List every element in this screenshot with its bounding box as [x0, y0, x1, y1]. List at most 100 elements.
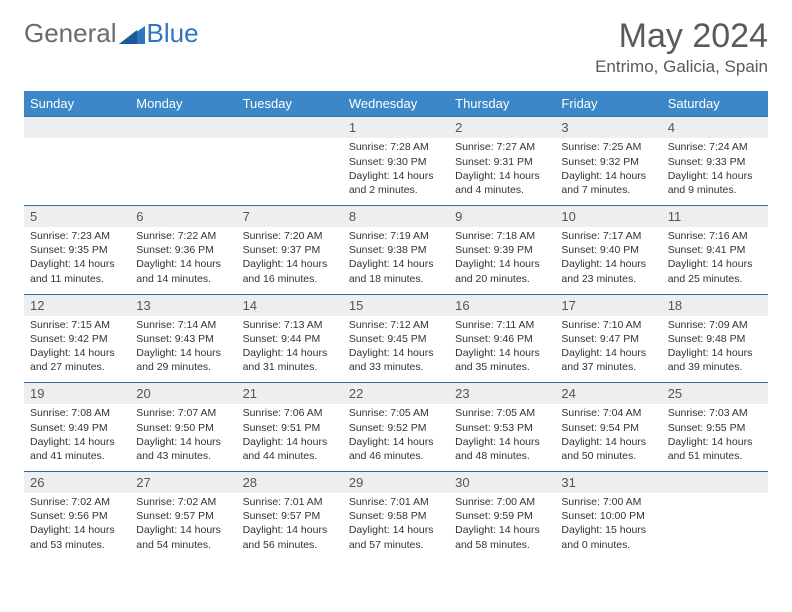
day-text: Sunrise: 7:14 AMSunset: 9:43 PMDaylight:…	[130, 316, 236, 383]
day-number: 3	[555, 117, 661, 138]
day-number: 1	[343, 117, 449, 138]
day-text: Sunrise: 7:13 AMSunset: 9:44 PMDaylight:…	[237, 316, 343, 383]
day-number: 2	[449, 117, 555, 138]
dayname: Friday	[555, 91, 661, 117]
day-cell	[130, 117, 236, 206]
day-cell: 18Sunrise: 7:09 AMSunset: 9:48 PMDayligh…	[662, 294, 768, 383]
day-text: Sunrise: 7:10 AMSunset: 9:47 PMDaylight:…	[555, 316, 661, 383]
day-number: 15	[343, 295, 449, 316]
week-row: 1Sunrise: 7:28 AMSunset: 9:30 PMDaylight…	[24, 117, 768, 206]
day-text: Sunrise: 7:00 AMSunset: 10:00 PMDaylight…	[555, 493, 661, 560]
day-text: Sunrise: 7:19 AMSunset: 9:38 PMDaylight:…	[343, 227, 449, 294]
dayname: Wednesday	[343, 91, 449, 117]
day-cell: 26Sunrise: 7:02 AMSunset: 9:56 PMDayligh…	[24, 472, 130, 560]
day-number: 28	[237, 472, 343, 493]
day-text: Sunrise: 7:06 AMSunset: 9:51 PMDaylight:…	[237, 404, 343, 471]
week-row: 19Sunrise: 7:08 AMSunset: 9:49 PMDayligh…	[24, 383, 768, 472]
day-cell: 23Sunrise: 7:05 AMSunset: 9:53 PMDayligh…	[449, 383, 555, 472]
day-number: 25	[662, 383, 768, 404]
day-text	[237, 138, 343, 191]
dayname: Monday	[130, 91, 236, 117]
day-number: 14	[237, 295, 343, 316]
day-number	[662, 472, 768, 493]
day-number: 5	[24, 206, 130, 227]
day-cell: 3Sunrise: 7:25 AMSunset: 9:32 PMDaylight…	[555, 117, 661, 206]
day-cell: 14Sunrise: 7:13 AMSunset: 9:44 PMDayligh…	[237, 294, 343, 383]
day-number: 21	[237, 383, 343, 404]
day-text: Sunrise: 7:18 AMSunset: 9:39 PMDaylight:…	[449, 227, 555, 294]
day-cell: 21Sunrise: 7:06 AMSunset: 9:51 PMDayligh…	[237, 383, 343, 472]
day-cell: 12Sunrise: 7:15 AMSunset: 9:42 PMDayligh…	[24, 294, 130, 383]
day-text: Sunrise: 7:05 AMSunset: 9:53 PMDaylight:…	[449, 404, 555, 471]
day-cell: 27Sunrise: 7:02 AMSunset: 9:57 PMDayligh…	[130, 472, 236, 560]
day-cell: 11Sunrise: 7:16 AMSunset: 9:41 PMDayligh…	[662, 206, 768, 295]
day-text: Sunrise: 7:00 AMSunset: 9:59 PMDaylight:…	[449, 493, 555, 560]
day-text: Sunrise: 7:08 AMSunset: 9:49 PMDaylight:…	[24, 404, 130, 471]
dayname: Saturday	[662, 91, 768, 117]
day-number: 22	[343, 383, 449, 404]
month-title: May 2024	[595, 18, 768, 55]
week-row: 12Sunrise: 7:15 AMSunset: 9:42 PMDayligh…	[24, 294, 768, 383]
day-text	[662, 493, 768, 546]
day-cell: 10Sunrise: 7:17 AMSunset: 9:40 PMDayligh…	[555, 206, 661, 295]
day-text: Sunrise: 7:12 AMSunset: 9:45 PMDaylight:…	[343, 316, 449, 383]
day-number	[130, 117, 236, 138]
day-text: Sunrise: 7:02 AMSunset: 9:57 PMDaylight:…	[130, 493, 236, 560]
day-cell: 30Sunrise: 7:00 AMSunset: 9:59 PMDayligh…	[449, 472, 555, 560]
day-cell: 25Sunrise: 7:03 AMSunset: 9:55 PMDayligh…	[662, 383, 768, 472]
day-number: 30	[449, 472, 555, 493]
day-text: Sunrise: 7:11 AMSunset: 9:46 PMDaylight:…	[449, 316, 555, 383]
day-text: Sunrise: 7:01 AMSunset: 9:58 PMDaylight:…	[343, 493, 449, 560]
day-number: 4	[662, 117, 768, 138]
day-text: Sunrise: 7:28 AMSunset: 9:30 PMDaylight:…	[343, 138, 449, 205]
day-cell: 13Sunrise: 7:14 AMSunset: 9:43 PMDayligh…	[130, 294, 236, 383]
calendar-header-row: Sunday Monday Tuesday Wednesday Thursday…	[24, 91, 768, 117]
day-number: 26	[24, 472, 130, 493]
day-text: Sunrise: 7:05 AMSunset: 9:52 PMDaylight:…	[343, 404, 449, 471]
day-text: Sunrise: 7:27 AMSunset: 9:31 PMDaylight:…	[449, 138, 555, 205]
day-number: 17	[555, 295, 661, 316]
day-cell: 5Sunrise: 7:23 AMSunset: 9:35 PMDaylight…	[24, 206, 130, 295]
day-cell	[237, 117, 343, 206]
calendar-page: General Blue May 2024 Entrimo, Galicia, …	[0, 0, 792, 578]
day-number: 31	[555, 472, 661, 493]
day-number	[237, 117, 343, 138]
day-cell: 9Sunrise: 7:18 AMSunset: 9:39 PMDaylight…	[449, 206, 555, 295]
day-number: 11	[662, 206, 768, 227]
day-text: Sunrise: 7:24 AMSunset: 9:33 PMDaylight:…	[662, 138, 768, 205]
day-text: Sunrise: 7:09 AMSunset: 9:48 PMDaylight:…	[662, 316, 768, 383]
day-number: 19	[24, 383, 130, 404]
logo-triangle-icon	[119, 24, 145, 44]
day-number: 23	[449, 383, 555, 404]
day-number: 24	[555, 383, 661, 404]
day-cell: 2Sunrise: 7:27 AMSunset: 9:31 PMDaylight…	[449, 117, 555, 206]
day-cell: 22Sunrise: 7:05 AMSunset: 9:52 PMDayligh…	[343, 383, 449, 472]
day-cell: 1Sunrise: 7:28 AMSunset: 9:30 PMDaylight…	[343, 117, 449, 206]
day-cell: 8Sunrise: 7:19 AMSunset: 9:38 PMDaylight…	[343, 206, 449, 295]
week-row: 26Sunrise: 7:02 AMSunset: 9:56 PMDayligh…	[24, 472, 768, 560]
logo-word-1: General	[24, 18, 117, 48]
day-text: Sunrise: 7:02 AMSunset: 9:56 PMDaylight:…	[24, 493, 130, 560]
day-number	[24, 117, 130, 138]
day-number: 16	[449, 295, 555, 316]
day-cell: 28Sunrise: 7:01 AMSunset: 9:57 PMDayligh…	[237, 472, 343, 560]
day-cell: 4Sunrise: 7:24 AMSunset: 9:33 PMDaylight…	[662, 117, 768, 206]
logo: General Blue	[24, 18, 199, 49]
day-text: Sunrise: 7:07 AMSunset: 9:50 PMDaylight:…	[130, 404, 236, 471]
day-number: 6	[130, 206, 236, 227]
day-number: 12	[24, 295, 130, 316]
day-cell	[662, 472, 768, 560]
day-number: 8	[343, 206, 449, 227]
day-cell: 16Sunrise: 7:11 AMSunset: 9:46 PMDayligh…	[449, 294, 555, 383]
week-row: 5Sunrise: 7:23 AMSunset: 9:35 PMDaylight…	[24, 206, 768, 295]
dayname: Tuesday	[237, 91, 343, 117]
day-cell: 20Sunrise: 7:07 AMSunset: 9:50 PMDayligh…	[130, 383, 236, 472]
dayname: Thursday	[449, 91, 555, 117]
day-cell: 19Sunrise: 7:08 AMSunset: 9:49 PMDayligh…	[24, 383, 130, 472]
day-cell	[24, 117, 130, 206]
day-text: Sunrise: 7:16 AMSunset: 9:41 PMDaylight:…	[662, 227, 768, 294]
day-text: Sunrise: 7:04 AMSunset: 9:54 PMDaylight:…	[555, 404, 661, 471]
day-text	[130, 138, 236, 191]
day-number: 9	[449, 206, 555, 227]
day-text	[24, 138, 130, 191]
